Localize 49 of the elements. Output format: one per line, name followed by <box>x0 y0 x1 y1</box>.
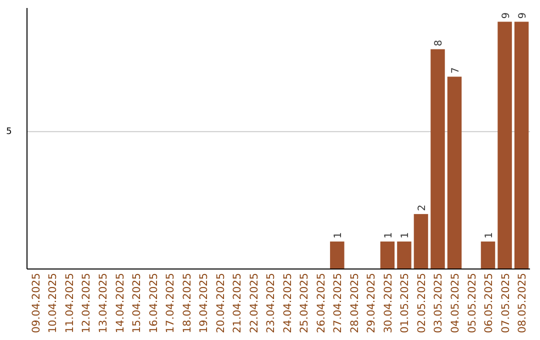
data-label: 1 <box>383 232 394 239</box>
x-tick-label: 23.04.2025 <box>265 273 278 334</box>
x-tick-label: 29.04.2025 <box>366 273 378 334</box>
x-tick-label: 25.04.2025 <box>298 273 311 334</box>
x-tick-label: 07.05.2025 <box>500 273 512 334</box>
x-tick-label: 18.04.2025 <box>181 273 194 334</box>
x-tick-label: 30.04.2025 <box>382 273 394 334</box>
bar <box>430 49 445 269</box>
x-tick-label: 05.05.2025 <box>466 273 478 334</box>
x-tick-label: 09.04.2025 <box>30 273 42 334</box>
x-tick-label: 24.04.2025 <box>282 273 294 334</box>
x-tick-label: 01.05.2025 <box>399 273 412 334</box>
x-tick-label: 22.04.2025 <box>248 273 260 334</box>
bar <box>447 76 462 269</box>
x-tick-label: 02.05.2025 <box>416 273 428 334</box>
bar <box>330 242 344 269</box>
x-tick-label: 04.05.2025 <box>449 273 462 334</box>
x-tick-label: 13.04.2025 <box>98 273 110 334</box>
bar <box>397 242 412 269</box>
x-tick-label: 26.04.2025 <box>315 273 328 334</box>
data-label: 1 <box>484 232 496 239</box>
data-label: 9 <box>518 12 529 19</box>
bar <box>414 214 428 269</box>
data-label: 2 <box>416 204 428 212</box>
x-tick-label: 08.05.2025 <box>516 273 529 334</box>
x-tick-label: 06.05.2025 <box>483 273 496 334</box>
x-tick-label: 21.04.2025 <box>232 273 244 334</box>
bar <box>498 22 512 269</box>
x-tick-label: 17.04.2025 <box>164 273 177 334</box>
data-label: 1 <box>333 232 344 239</box>
x-tick-label: 19.04.2025 <box>198 273 210 334</box>
x-tick-label: 11.04.2025 <box>64 273 76 334</box>
x-tick-label: 27.04.2025 <box>332 273 344 334</box>
x-tick-label: 14.04.2025 <box>114 273 126 334</box>
x-tick-label: 20.04.2025 <box>214 273 227 334</box>
x-tick-label: 28.04.2025 <box>348 273 361 334</box>
x-tick-label: 10.04.2025 <box>47 273 60 334</box>
x-tick-label: 03.05.2025 <box>432 273 445 334</box>
bar <box>380 242 395 269</box>
y-tick-label: 5 <box>6 127 12 138</box>
x-tick-label: 16.04.2025 <box>148 273 160 334</box>
bar <box>480 242 496 269</box>
data-label: 9 <box>500 12 512 19</box>
data-label: 1 <box>400 232 412 239</box>
x-tick-label: 15.04.2025 <box>131 273 144 334</box>
bar <box>514 22 529 269</box>
x-tick-label: 12.04.2025 <box>80 273 93 334</box>
data-label: 7 <box>450 67 462 74</box>
data-label: 8 <box>434 40 445 46</box>
